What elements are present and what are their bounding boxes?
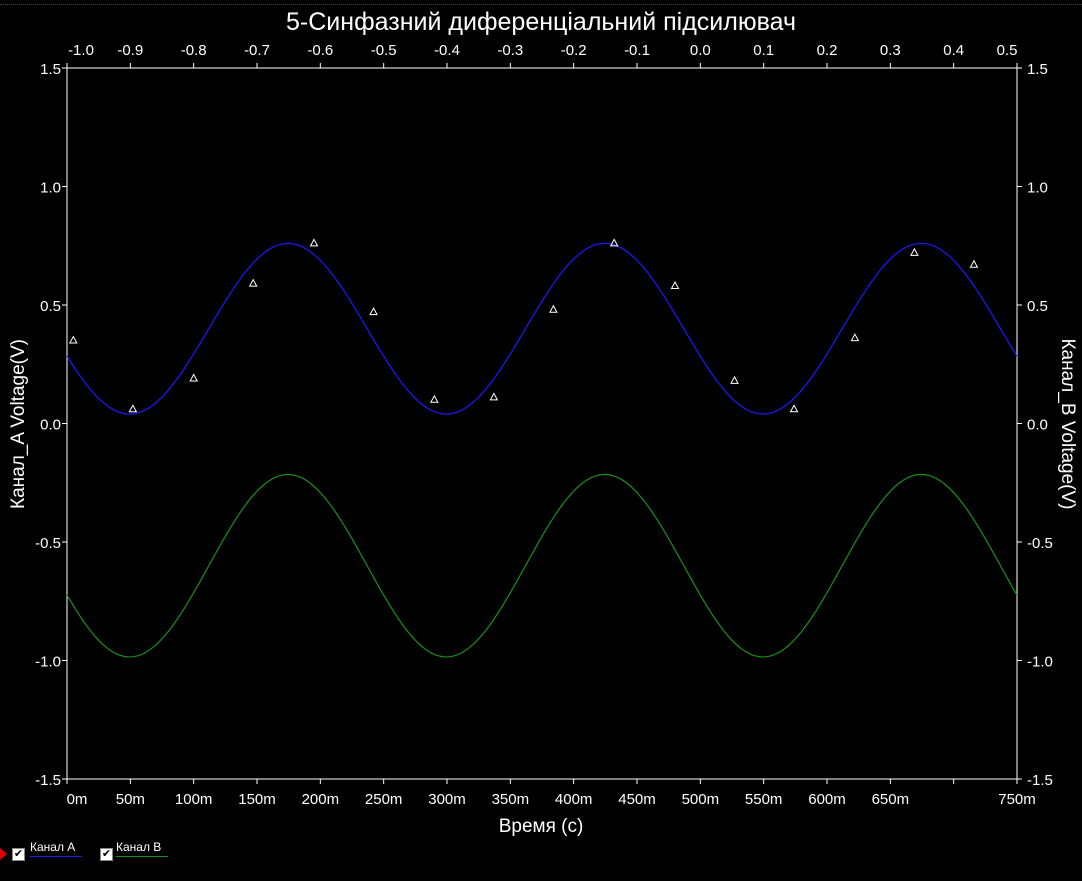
data-point-marker [128, 404, 138, 413]
top-x-tick-label: -0.1 [624, 42, 650, 59]
top-x-tick-label: -1.0 [68, 42, 94, 59]
data-point-marker [910, 247, 919, 256]
data-point-marker [369, 307, 378, 316]
data-point-marker [429, 394, 439, 403]
legend-label-channel-a: Канал А [30, 840, 76, 854]
top-x-tick-label: -0.3 [497, 42, 523, 59]
x-tick-label: 300m [428, 791, 466, 808]
top-x-tick-label: 0.3 [880, 42, 901, 59]
top-x-tick-label: 0.1 [753, 42, 774, 59]
series-line-channel-a [66, 242, 1018, 415]
y-tick-label-left: -1.0 [35, 654, 61, 671]
data-point-marker [850, 333, 860, 342]
x-tick-label: 750m [998, 791, 1036, 808]
x-tick-label: 550m [745, 791, 783, 808]
top-x-tick-label: -0.7 [244, 42, 270, 59]
y-tick-label-right: -0.5 [1027, 535, 1053, 552]
series-layer [66, 238, 1018, 658]
x-tick-label: 100m [175, 791, 213, 808]
data-point-marker [549, 304, 558, 313]
x-tick-label: 450m [618, 791, 656, 808]
data-point-marker [489, 392, 499, 401]
x-tick-label: 150m [238, 791, 276, 808]
window-top-strip [0, 0, 1082, 5]
y-tick-label-right: -1.5 [1027, 772, 1053, 789]
legend-checkbox-channel-b[interactable]: ✔ [100, 848, 113, 861]
y-axis-label-right: Канал_B Voltage(V) [1057, 338, 1078, 509]
data-point-marker [189, 373, 199, 382]
x-tick-label: 500m [682, 791, 720, 808]
data-point-marker [68, 335, 78, 344]
y-tick-label-left: 0.0 [40, 417, 61, 434]
x-tick-label: 650m [872, 791, 910, 808]
axes: 0m 50m 100m 150m 200m 250m 300m 350m 400m 450m 500… [35, 42, 1053, 808]
top-x-tick-label: 0.2 [817, 42, 838, 59]
y-tick-label-right: -1.0 [1027, 654, 1053, 671]
data-point-marker [730, 375, 739, 384]
data-point-marker [969, 259, 979, 268]
data-point-marker [789, 404, 799, 413]
legend-swatch-channel-a [30, 856, 82, 857]
x-tick-label: 0m [67, 791, 88, 808]
y-tick-label-left: -0.5 [35, 535, 61, 552]
top-x-tick-label: 0.0 [690, 42, 711, 59]
top-x-tick-label: -0.4 [434, 42, 460, 59]
chart-title: 5-Синфазний диференціальний підсилювач [286, 8, 796, 36]
y-tick-label-left: 1.0 [40, 180, 61, 197]
top-x-tick-label: -0.2 [561, 42, 587, 59]
y-tick-label-right: 1.0 [1027, 180, 1048, 197]
top-x-tick-label: 0.4 [943, 42, 964, 59]
x-tick-label: 50m [116, 791, 145, 808]
legend-swatch-channel-b [116, 856, 168, 857]
y-tick-label-right: 1.5 [1027, 61, 1048, 78]
x-tick-label: 600m [808, 791, 846, 808]
top-x-tick-label: -0.8 [181, 42, 207, 59]
x-tick-label: 350m [492, 791, 530, 808]
y-axis-label-left: Канал_A Voltage(V) [8, 339, 29, 509]
legend-label-channel-b: Канал B [116, 840, 162, 854]
y-tick-label-right: 0.5 [1027, 298, 1048, 315]
data-point-marker [248, 278, 258, 287]
data-point-marker [670, 280, 680, 290]
top-x-tick-label: -0.6 [307, 42, 333, 59]
x-tick-label: 200m [302, 791, 340, 808]
x-tick-label: 250m [365, 791, 403, 808]
legend-checkbox-channel-a[interactable]: ✔ [12, 848, 25, 861]
top-x-tick-label: 0.5 [997, 42, 1018, 59]
y-tick-label-left: -1.5 [35, 772, 61, 789]
top-x-tick-label: -0.5 [371, 42, 397, 59]
legend: ✔ Канал А ✔ Канал B [6, 838, 266, 872]
data-point-marker [309, 238, 319, 247]
y-tick-label-left: 0.5 [40, 298, 61, 315]
cursor-marker-icon [0, 848, 7, 860]
x-tick-label: 400m [555, 791, 593, 808]
y-tick-label-right: 0.0 [1027, 417, 1048, 434]
y-tick-label-left: 1.5 [40, 61, 61, 78]
top-x-tick-label: -0.9 [117, 42, 143, 59]
series-line-channel-b [66, 473, 1018, 658]
data-point-marker [609, 238, 619, 247]
x-axis-label: Время (с) [499, 816, 584, 837]
